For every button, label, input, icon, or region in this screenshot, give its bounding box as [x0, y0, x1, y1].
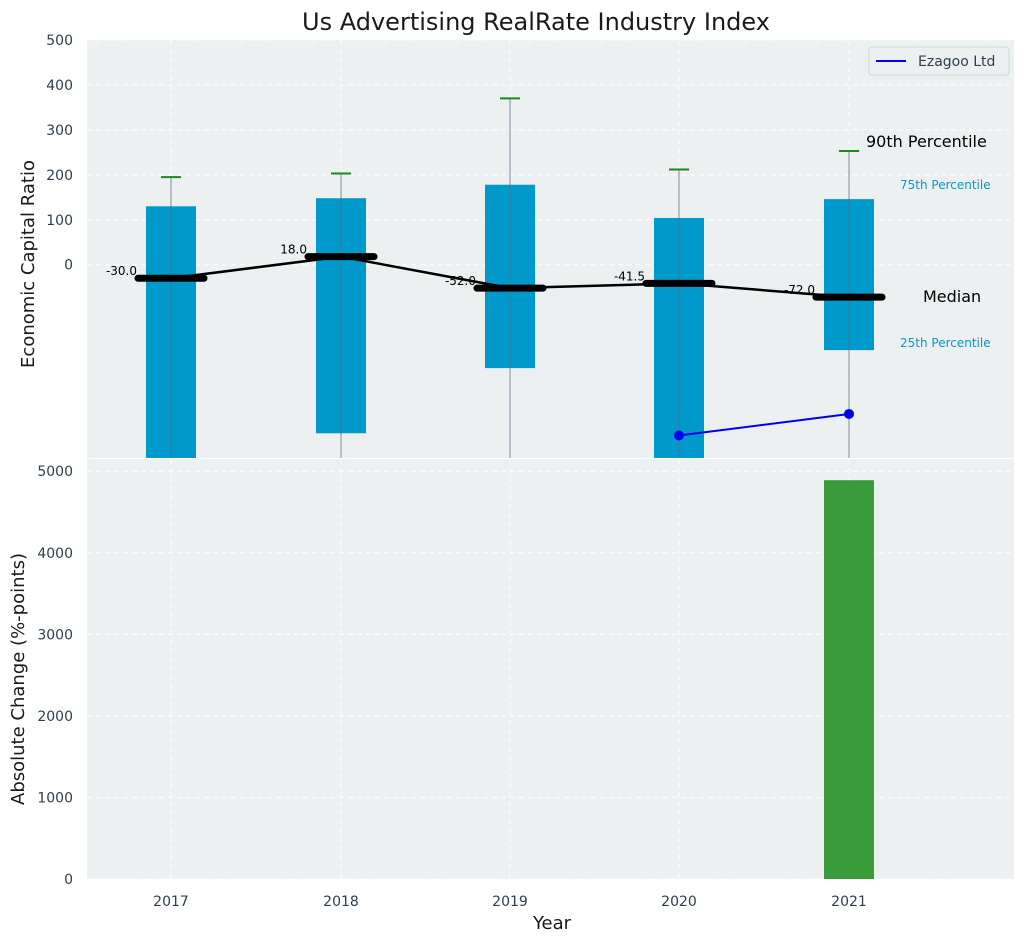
- bottom-bars: [824, 480, 874, 879]
- bottom-y-tick-label: 5000: [37, 464, 73, 480]
- bottom-y-tick-label: 2000: [37, 709, 73, 725]
- legend-box: [868, 46, 1010, 76]
- x-tick-label: 2021: [831, 894, 867, 910]
- median-label-2017: -30.0: [106, 264, 137, 278]
- bottom-y-axis-label: Absolute Change (%-points): [8, 553, 29, 805]
- legend-entry-ezagoo: Ezagoo Ltd: [918, 54, 995, 70]
- top-panel: 0 100 200 300 400 500 -30.0 18.0 -52.0 -41.5 -72.…: [18, 33, 1014, 458]
- x-tick-label: 2017: [153, 894, 189, 910]
- bottom-y-tick-label: 1000: [37, 790, 73, 806]
- bottom-y-tick-label: 4000: [37, 546, 73, 562]
- median-label-2021: -72.0: [784, 283, 815, 297]
- legend: Ezagoo Ltd: [868, 46, 1010, 76]
- chart-title: Us Advertising RealRate Industry Index: [302, 8, 770, 36]
- series-point-2020: [674, 430, 684, 441]
- series-point-2021: [844, 408, 854, 419]
- top-annotations: 90th Percentile 75th Percentile Median 25th…: [866, 132, 991, 350]
- bottom-y-tick-label: 0: [64, 872, 73, 888]
- top-y-tick-label: 200: [46, 168, 73, 184]
- top-medians: -30.0 18.0 -52.0 -41.5 -72.0: [106, 243, 886, 301]
- top-y-axis-label: Economic Capital Ratio: [18, 160, 39, 368]
- median-label-2020: -41.5: [614, 269, 645, 283]
- x-ticks: 2017 2018 2019 2020 2021: [153, 894, 867, 910]
- top-y-tick-label: 400: [46, 78, 73, 94]
- x-tick-label: 2020: [661, 894, 697, 910]
- top-y-tick-label: 500: [46, 33, 73, 49]
- top-y-tick-label: 100: [46, 213, 73, 229]
- series-line-ezagoo: [678, 412, 850, 437]
- bottom-y-tick-label: 3000: [37, 627, 73, 643]
- top-y-ticks: 0 100 200 300 400 500: [46, 33, 73, 274]
- annotation-90th: 90th Percentile: [866, 132, 987, 151]
- bar-2021: [824, 480, 874, 879]
- top-y-tick-label: 300: [46, 123, 73, 139]
- median-label-2018: 18.0: [280, 243, 307, 257]
- bottom-y-ticks: 0 1000 2000 3000 4000 5000: [37, 464, 73, 888]
- top-series: [674, 408, 854, 441]
- top-plot-area: [87, 40, 1014, 458]
- annotation-median: Median: [923, 287, 981, 306]
- x-tick-label: 2018: [323, 894, 359, 910]
- median-label-2019: -52.0: [445, 274, 476, 288]
- annotation-75th: 75th Percentile: [900, 178, 991, 192]
- x-axis-label: Year: [532, 913, 572, 934]
- bottom-plot-area: [87, 459, 1014, 879]
- top-boxes: [146, 97, 874, 458]
- top-y-tick-label: 0: [64, 258, 73, 274]
- annotation-25th: 25th Percentile: [900, 336, 991, 350]
- x-tick-label: 2019: [492, 894, 528, 910]
